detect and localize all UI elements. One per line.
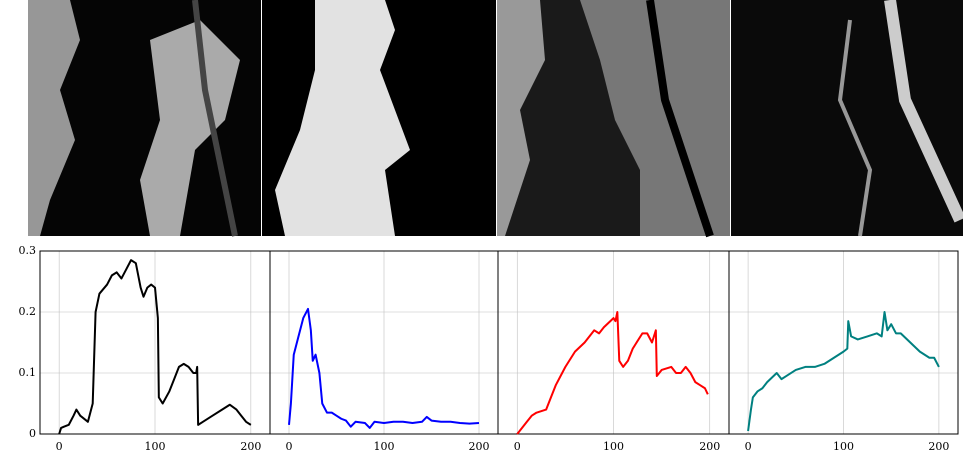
image-region <box>275 0 410 236</box>
line-series <box>288 307 480 429</box>
line-series <box>747 311 940 432</box>
y-tick-label: 0.1 <box>19 366 37 379</box>
x-tick-label: 0 <box>286 440 293 453</box>
x-tick-label: 0 <box>745 440 752 453</box>
image-region <box>28 0 80 236</box>
x-tick-label: 100 <box>833 440 854 453</box>
image-road <box>837 19 873 237</box>
image-road <box>192 0 238 237</box>
image-region <box>497 0 545 236</box>
x-tick-label: 200 <box>699 440 720 453</box>
x-tick-label: 200 <box>928 440 949 453</box>
x-tick-label: 100 <box>603 440 624 453</box>
x-tick-label: 100 <box>374 440 395 453</box>
y-tick-label: 0.2 <box>19 305 37 318</box>
line-series <box>516 311 709 435</box>
y-tick-label: 0.3 <box>19 244 37 257</box>
image-region <box>140 20 240 236</box>
x-tick-label: 0 <box>56 440 63 453</box>
y-tick-label: 0 <box>29 427 36 440</box>
x-tick-label: 0 <box>514 440 521 453</box>
line-series <box>58 259 252 435</box>
x-tick-label: 200 <box>240 440 261 453</box>
image-road <box>646 0 714 238</box>
x-tick-label: 200 <box>469 440 490 453</box>
image-strip <box>28 0 963 238</box>
x-tick-label: 100 <box>145 440 166 453</box>
plot-frame <box>728 250 959 435</box>
image-road <box>884 0 963 223</box>
